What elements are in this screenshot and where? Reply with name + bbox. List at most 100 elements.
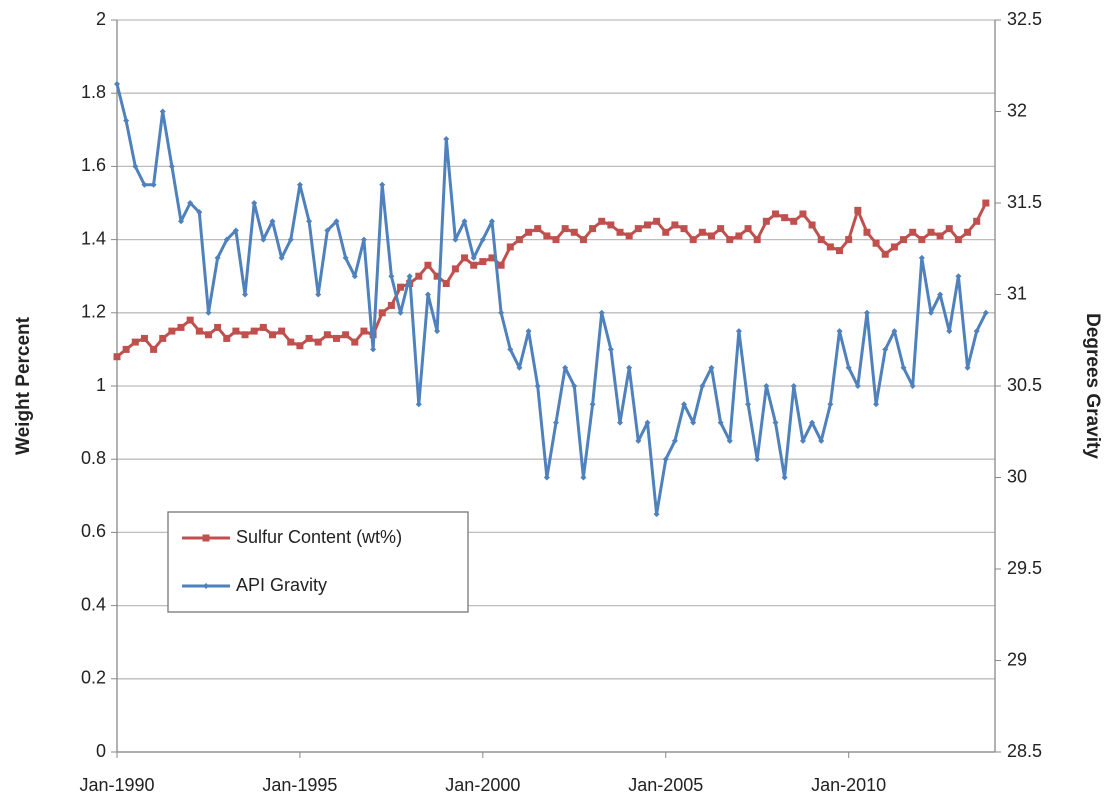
marker [634, 225, 642, 233]
marker [534, 383, 541, 389]
y-tick-label: 1.8 [81, 82, 106, 102]
marker [242, 291, 249, 298]
y2-tick-label: 29 [1007, 649, 1027, 669]
marker [287, 338, 295, 346]
marker [488, 218, 495, 225]
marker [306, 218, 313, 225]
marker [927, 309, 934, 316]
marker [964, 364, 971, 371]
marker [497, 261, 505, 269]
marker [909, 383, 916, 389]
marker [315, 291, 322, 298]
x-tick-label: Jan-2010 [811, 775, 886, 795]
marker [818, 437, 825, 444]
marker [937, 291, 944, 298]
marker [826, 243, 834, 251]
marker [397, 309, 404, 316]
marker [186, 316, 194, 324]
marker [781, 214, 789, 222]
marker [900, 364, 907, 371]
marker [707, 232, 715, 240]
marker [790, 383, 797, 389]
marker [442, 280, 450, 288]
y2-tick-label: 31 [1007, 283, 1027, 303]
marker [461, 218, 468, 225]
y-tick-label: 2 [96, 9, 106, 29]
y-tick-label: 0.8 [81, 448, 106, 468]
marker [753, 236, 761, 244]
marker [177, 323, 185, 331]
x-tick-label: Jan-1995 [262, 775, 337, 795]
marker [762, 217, 770, 225]
marker [379, 181, 386, 188]
marker [827, 401, 834, 408]
marker [287, 236, 294, 243]
marker [415, 272, 423, 280]
marker [891, 328, 898, 335]
marker [607, 346, 614, 353]
marker [178, 218, 185, 225]
marker [150, 181, 157, 188]
marker [763, 383, 770, 389]
marker [415, 401, 422, 408]
marker [790, 217, 798, 225]
marker [443, 135, 450, 142]
marker [333, 218, 340, 225]
marker [251, 200, 258, 206]
marker [754, 456, 761, 463]
marker [360, 327, 368, 335]
marker [900, 236, 908, 244]
marker [534, 225, 542, 233]
marker [122, 345, 130, 353]
y2-tick-label: 32.5 [1007, 9, 1042, 29]
y-tick-label: 0 [96, 741, 106, 761]
marker [854, 383, 861, 389]
marker [872, 239, 880, 247]
marker [881, 250, 889, 258]
marker [223, 334, 231, 342]
marker [360, 236, 367, 243]
marker [141, 181, 148, 188]
marker [278, 327, 286, 335]
y2-tick-label: 32 [1007, 100, 1027, 120]
marker [562, 364, 569, 371]
marker [982, 199, 990, 207]
y2-tick-label: 31.5 [1007, 192, 1042, 212]
legend-label: API Gravity [236, 575, 327, 595]
marker [817, 236, 825, 244]
marker [662, 456, 669, 463]
marker [863, 228, 871, 236]
marker [845, 236, 853, 244]
marker [653, 217, 661, 225]
marker [159, 334, 167, 342]
marker [918, 236, 926, 244]
marker [324, 227, 331, 234]
marker [351, 338, 359, 346]
marker [150, 345, 158, 353]
marker [945, 225, 953, 233]
marker [735, 232, 743, 240]
y-tick-label: 1.2 [81, 302, 106, 322]
marker [845, 364, 852, 371]
marker [662, 228, 670, 236]
marker [278, 254, 285, 261]
marker [552, 236, 560, 244]
marker [232, 227, 239, 234]
marker [927, 228, 935, 236]
marker [616, 228, 624, 236]
marker [370, 346, 377, 353]
marker [387, 301, 395, 309]
marker [698, 228, 706, 236]
marker [187, 200, 194, 206]
marker [717, 419, 724, 426]
marker [168, 163, 175, 170]
marker [671, 437, 678, 444]
marker [726, 236, 734, 244]
marker [745, 401, 752, 408]
marker [955, 273, 962, 280]
legend-box [167, 511, 469, 613]
marker [579, 236, 587, 244]
marker [452, 236, 459, 243]
